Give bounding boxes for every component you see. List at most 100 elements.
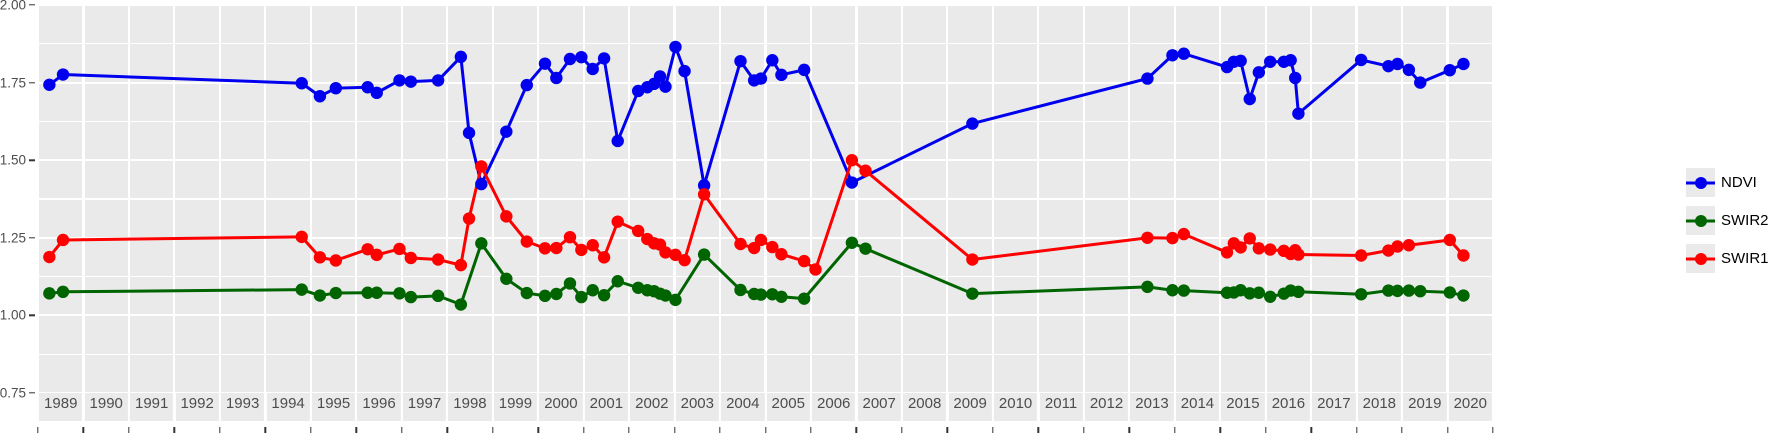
x-axis-band-separator xyxy=(1491,393,1495,421)
data-point-swir1 xyxy=(538,242,552,255)
data-point-ndvi xyxy=(1264,55,1277,69)
data-point-swir2 xyxy=(313,289,327,302)
data-point-swir1 xyxy=(1166,231,1179,245)
data-point-ndvi xyxy=(775,68,788,82)
data-point-swir1 xyxy=(611,215,624,228)
data-point-swir1 xyxy=(361,243,374,256)
data-point-swir1 xyxy=(462,212,476,225)
x-axis-tick-label: 2011 xyxy=(1044,395,1078,412)
data-point-ndvi xyxy=(653,70,667,83)
x-axis-tick-label: 2006 xyxy=(817,395,851,412)
x-axis-tick-mark xyxy=(719,427,721,433)
y-axis-tick-label: 0.75 xyxy=(0,385,26,401)
data-point-swir1 xyxy=(1402,239,1416,252)
data-point-swir2 xyxy=(754,288,768,301)
gridline-vertical-major xyxy=(1446,5,1449,393)
x-axis-tick-mark xyxy=(901,427,903,433)
gridline-vertical-major xyxy=(446,5,449,393)
data-point-swir1 xyxy=(597,251,611,264)
gridline-vertical-major xyxy=(537,5,540,393)
gridline-vertical-major xyxy=(946,5,949,393)
y-axis-tick-label: 2.00 xyxy=(0,0,26,13)
x-axis-tick-label: 2000 xyxy=(544,395,578,412)
legend-item-swir2[interactable]: SWIR2 xyxy=(1686,206,1773,235)
data-point-swir2 xyxy=(538,289,552,303)
y-axis-tick-mark xyxy=(29,4,35,6)
legend-item-ndvi[interactable]: NDVI xyxy=(1686,168,1773,197)
gridline-vertical-major xyxy=(400,5,403,393)
data-point-swir2 xyxy=(56,285,70,299)
series-layer xyxy=(43,40,1470,311)
data-point-ndvi xyxy=(797,63,811,77)
x-axis-tick-mark xyxy=(764,427,767,433)
x-axis-tick-mark xyxy=(491,427,494,433)
x-axis-tick-label: 2004 xyxy=(726,395,760,412)
gridline-vertical-major xyxy=(900,5,903,393)
data-point-swir1 xyxy=(1177,227,1191,241)
data-point-swir2 xyxy=(859,242,872,255)
x-axis-tick-label: 2012 xyxy=(1089,395,1124,412)
x-axis-tick-label: 2013 xyxy=(1135,395,1169,412)
data-point-ndvi xyxy=(393,74,406,87)
x-axis-tick-mark xyxy=(1355,427,1358,433)
data-point-swir2 xyxy=(1264,290,1277,303)
x-axis-band-separator xyxy=(491,393,494,421)
x-axis-tick-mark xyxy=(310,427,312,433)
data-point-swir1 xyxy=(734,237,747,251)
data-point-swir2 xyxy=(669,293,682,307)
data-point-swir2 xyxy=(1252,286,1266,299)
x-axis-tick-mark xyxy=(355,427,357,433)
y-axis-tick-mark xyxy=(29,159,35,161)
x-axis-tick-label: 1998 xyxy=(453,395,487,412)
x-axis-band xyxy=(36,393,1495,421)
data-point-swir1 xyxy=(56,233,70,247)
data-point-ndvi xyxy=(697,179,711,192)
legend-item-swir1[interactable]: SWIR1 xyxy=(1686,244,1773,273)
legend-point-icon xyxy=(1694,214,1707,227)
gridline-vertical-major xyxy=(1082,5,1085,393)
data-point-ndvi xyxy=(1443,63,1457,77)
data-point-swir2 xyxy=(797,292,811,305)
legend-item-label: SWIR2 xyxy=(1721,212,1769,229)
x-axis-tick-label: 2005 xyxy=(771,395,805,412)
data-point-swir1 xyxy=(1354,249,1368,262)
x-axis-tick-label: 2015 xyxy=(1226,395,1260,412)
data-point-ndvi xyxy=(43,78,56,91)
gridline-vertical-major xyxy=(764,5,767,393)
gridline-vertical-major xyxy=(309,5,312,393)
data-point-swir1 xyxy=(1220,246,1234,259)
x-axis-band-separator xyxy=(991,393,994,421)
legend-item-label: SWIR1 xyxy=(1721,250,1769,267)
data-point-swir1 xyxy=(697,188,711,201)
data-point-swir1 xyxy=(475,160,488,173)
data-point-swir1 xyxy=(563,230,577,244)
gridline-vertical-major xyxy=(855,5,858,393)
data-point-swir2 xyxy=(1243,287,1256,300)
gridline-vertical-major xyxy=(673,5,676,393)
x-axis-tick-mark xyxy=(673,427,676,433)
x-axis-band-separator xyxy=(82,393,85,421)
x-axis-band-separator xyxy=(1446,393,1449,421)
x-axis-tick-label: 2001 xyxy=(589,395,624,412)
gridline-vertical-major xyxy=(1400,5,1404,393)
data-point-swir2 xyxy=(500,272,513,285)
data-point-swir1 xyxy=(966,253,979,266)
data-point-ndvi xyxy=(659,80,672,93)
data-point-swir2 xyxy=(697,248,711,261)
data-point-ndvi xyxy=(575,50,588,64)
data-point-ndvi xyxy=(431,74,445,87)
x-axis-tick-mark xyxy=(82,427,85,433)
data-point-swir2 xyxy=(1443,286,1457,299)
x-axis-tick-label: 2019 xyxy=(1408,395,1442,412)
data-point-swir2 xyxy=(1382,284,1395,297)
data-point-ndvi xyxy=(845,176,859,189)
x-axis-tick-label: 2009 xyxy=(953,395,987,412)
data-point-ndvi xyxy=(1234,54,1247,68)
x-axis-band-separator xyxy=(900,393,903,421)
data-point-swir2 xyxy=(454,298,468,311)
data-point-swir2 xyxy=(550,287,563,301)
y-axis-tick-label: 1.50 xyxy=(0,152,26,168)
y-axis-tick-mark xyxy=(29,392,35,394)
x-axis-tick-mark xyxy=(37,427,39,433)
data-point-swir2 xyxy=(295,283,308,296)
